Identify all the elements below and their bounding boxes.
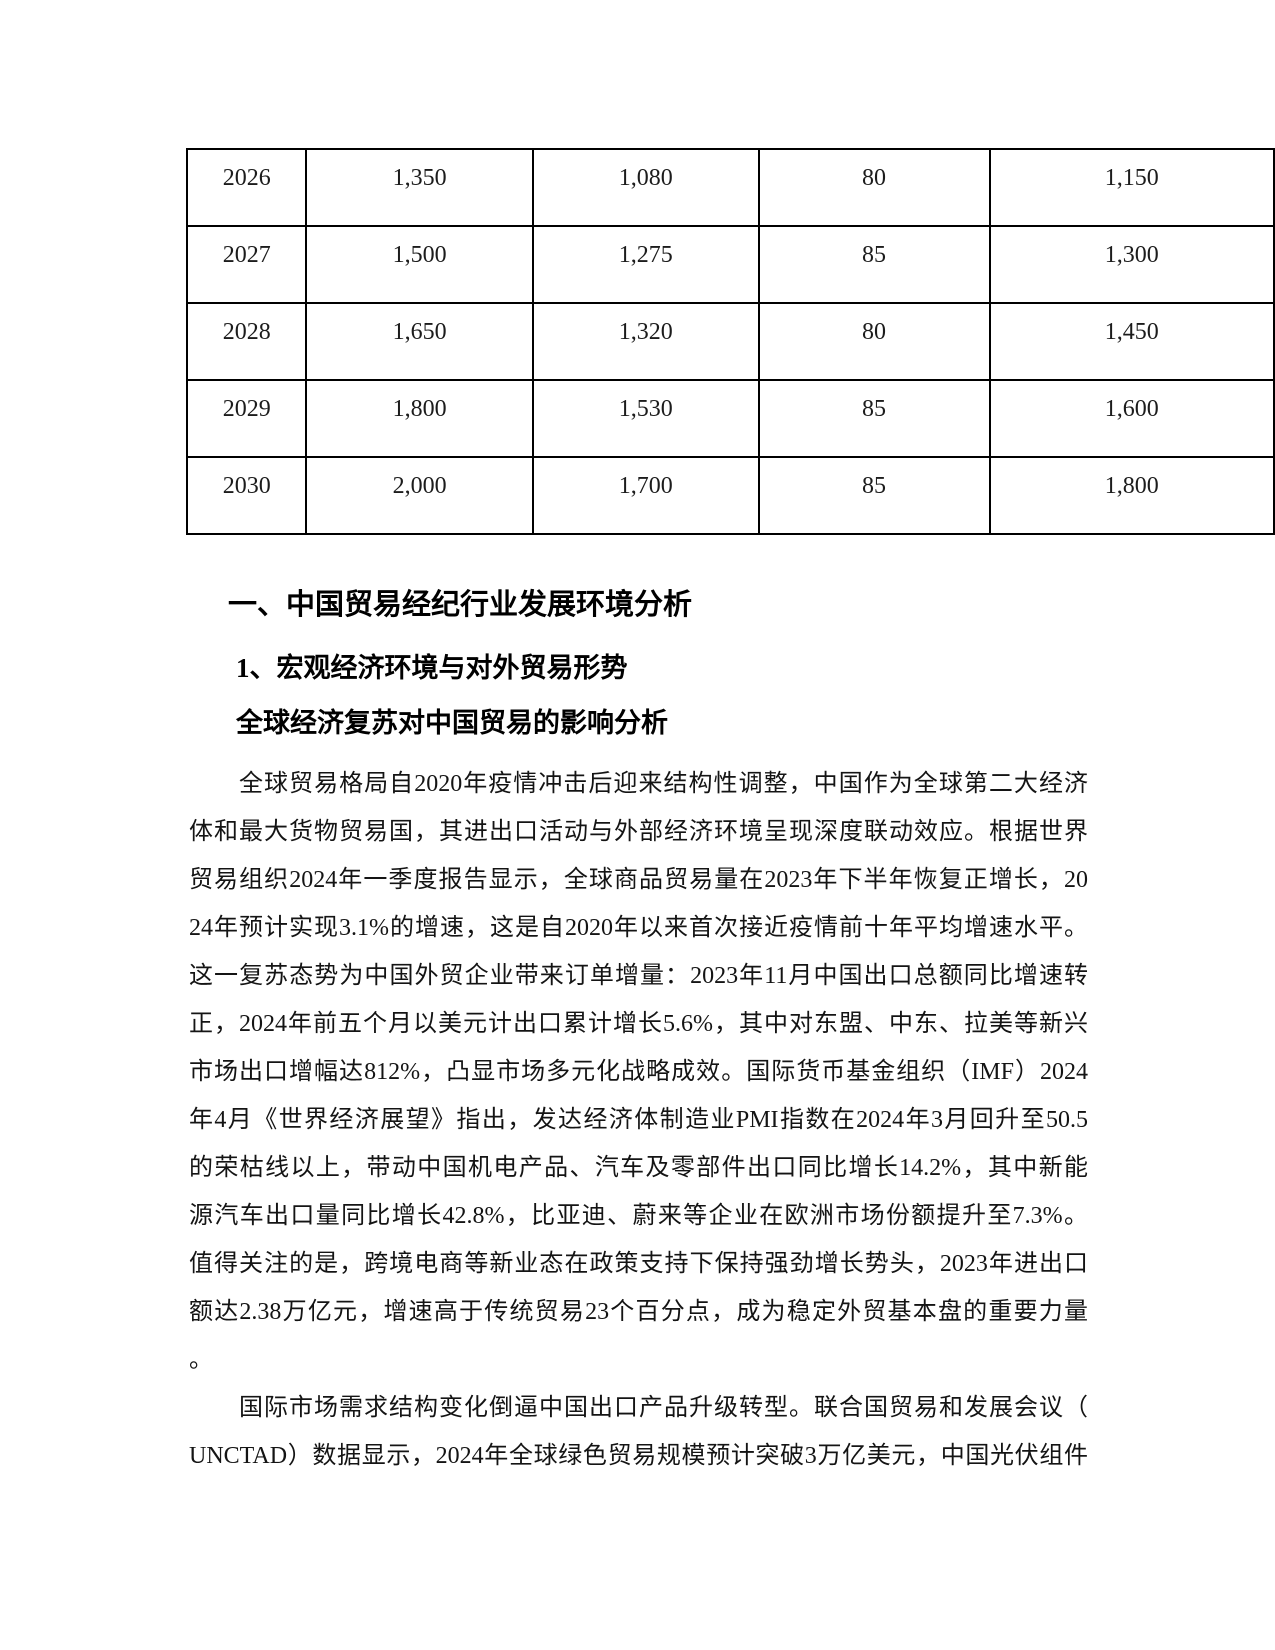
table-cell: 1,080 (531, 148, 760, 227)
table-row: 2027 1,500 1,275 85 1,300 (185, 225, 1275, 304)
paragraph-line: 正，2024年前五个月以美元计出口累计增长5.6%，其中对东盟、中东、拉美等新兴 (189, 1011, 1088, 1037)
paragraph-line: 国际市场需求结构变化倒逼中国出口产品升级转型。联合国贸易和发展会议（ (239, 1395, 1088, 1421)
section-heading-level-1: 一、中国贸易经纪行业发展环境分析 (228, 589, 693, 621)
table-cell: 80 (757, 302, 991, 381)
paragraph-line: 体和最大货物贸易国，其进出口活动与外部经济环境呈现深度联动效应。根据世界 (189, 819, 1088, 845)
body-text: 全球贸易格局自2020年疫情冲击后迎来结构性调整，中国作为全球第二大经济体和最大… (189, 760, 1088, 1480)
table-cell: 1,700 (531, 456, 760, 535)
table-cell: 1,800 (305, 379, 534, 458)
table-cell: 80 (757, 148, 991, 227)
table-row: 2028 1,650 1,320 80 1,450 (185, 302, 1275, 381)
paragraph-line: 的荣枯线以上，带动中国机电产品、汽车及零部件出口同比增长14.2%，其中新能 (189, 1155, 1088, 1181)
paragraph-line: 额达2.38万亿元，增速高于传统贸易23个百分点，成为稳定外贸基本盘的重要力量 (189, 1299, 1088, 1325)
paragraph: 国际市场需求结构变化倒逼中国出口产品升级转型。联合国贸易和发展会议（ UNCTAD… (189, 1384, 1088, 1480)
table-row: 2030 2,000 1,700 85 1,800 (185, 456, 1275, 535)
table-cell: 2028 (185, 302, 308, 381)
table-cell: 1,530 (531, 379, 760, 458)
table-cell: 85 (757, 379, 991, 458)
table-cell: 1,150 (988, 148, 1275, 227)
table-cell: 85 (757, 456, 991, 535)
table-cell: 2029 (185, 379, 308, 458)
table-cell: 1,450 (988, 302, 1275, 381)
paragraph-line: 。 (189, 1347, 213, 1373)
forecast-data-table: 2026 1,350 1,080 80 1,150 2027 1,500 1,275 85 1,3… (185, 148, 1275, 535)
paragraph-line: 24年预计实现3.1%的增速，这是自2020年以来首次接近疫情前十年平均增速水平… (189, 915, 1088, 941)
paragraph-line: 源汽车出口量同比增长42.8%，比亚迪、蔚来等企业在欧洲市场份额提升至7.3%。 (189, 1203, 1088, 1229)
paragraph-line: 市场出口增幅达812%，凸显市场多元化战略成效。国际货币基金组织（IMF）202… (189, 1059, 1088, 1085)
table-row: 2029 1,800 1,530 85 1,600 (185, 379, 1275, 458)
table-cell: 1,320 (531, 302, 760, 381)
table-row: 2026 1,350 1,080 80 1,150 (185, 148, 1275, 227)
table-cell: 2026 (185, 148, 308, 227)
paragraph-line: 这一复苏态势为中国外贸企业带来订单增量：2023年11月中国出口总额同比增速转 (189, 963, 1088, 989)
paragraph-line: 年4月《世界经济展望》指出，发达经济体制造业PMI指数在2024年3月回升至50… (189, 1107, 1088, 1133)
paragraph-line: UNCTAD）数据显示，2024年全球绿色贸易规模预计突破3万亿美元，中国光伏组… (189, 1443, 1088, 1469)
section-heading-level-3: 全球经济复苏对中国贸易的影响分析 (236, 708, 668, 738)
table-cell: 1,600 (988, 379, 1275, 458)
paragraph-line: 全球贸易格局自2020年疫情冲击后迎来结构性调整，中国作为全球第二大经济 (239, 771, 1088, 797)
table-cell: 1,350 (305, 148, 534, 227)
table-cell: 1,650 (305, 302, 534, 381)
paragraph: 全球贸易格局自2020年疫情冲击后迎来结构性调整，中国作为全球第二大经济体和最大… (189, 760, 1088, 1384)
paragraph-line: 值得关注的是，跨境电商等新业态在政策支持下保持强劲增长势头，2023年进出口 (189, 1251, 1088, 1277)
table-cell: 85 (757, 225, 991, 304)
table-cell: 1,275 (531, 225, 760, 304)
table-cell: 1,800 (988, 456, 1275, 535)
paragraph-line: 贸易组织2024年一季度报告显示，全球商品贸易量在2023年下半年恢复正增长，2… (189, 867, 1088, 893)
table-cell: 2,000 (305, 456, 534, 535)
table-cell: 1,500 (305, 225, 534, 304)
table-cell: 1,300 (988, 225, 1275, 304)
section-heading-level-2: 1、宏观经济环境与对外贸易形势 (236, 653, 628, 683)
table-cell: 2030 (185, 456, 308, 535)
table-cell: 2027 (185, 225, 308, 304)
